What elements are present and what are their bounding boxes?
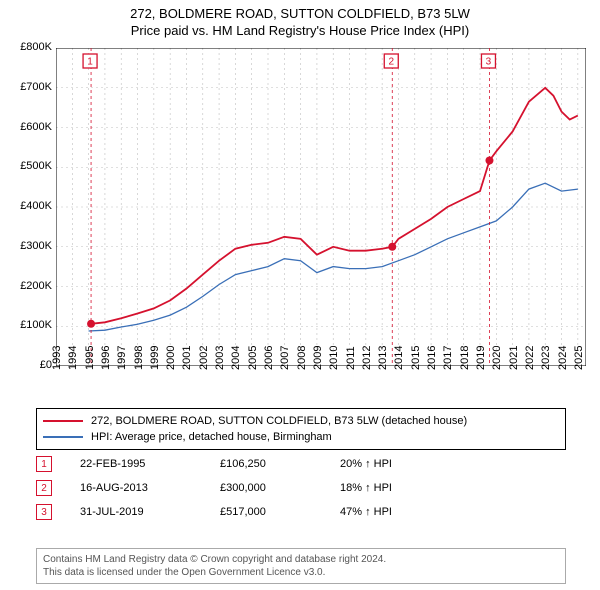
x-tick-label: 2014 bbox=[393, 346, 405, 370]
x-tick-label: 2016 bbox=[426, 346, 438, 370]
x-tick-label: 2010 bbox=[328, 346, 340, 370]
x-tick-label: 2000 bbox=[165, 346, 177, 370]
sale-marker: 1 bbox=[36, 456, 52, 472]
x-tick-label: 1996 bbox=[100, 346, 112, 370]
y-tick-label: £100K bbox=[20, 319, 52, 331]
legend-box: 272, BOLDMERE ROAD, SUTTON COLDFIELD, B7… bbox=[36, 408, 566, 450]
sale-marker: 2 bbox=[36, 480, 52, 496]
x-tick-label: 2024 bbox=[557, 346, 569, 370]
x-tick-label: 2012 bbox=[361, 346, 373, 370]
sale-row: 2 16-AUG-2013£300,00018% ↑ HPI bbox=[36, 476, 566, 500]
svg-text:1: 1 bbox=[87, 57, 93, 68]
x-tick-label: 2020 bbox=[491, 346, 503, 370]
y-tick-label: £400K bbox=[20, 200, 52, 212]
x-tick-label: 2005 bbox=[247, 346, 259, 370]
x-tick-label: 2009 bbox=[312, 346, 324, 370]
x-tick-label: 2019 bbox=[475, 346, 487, 370]
sales-table: 1 22-FEB-1995£106,25020% ↑ HPI 2 16-AUG-201… bbox=[36, 452, 566, 524]
sale-price: £517,000 bbox=[220, 506, 340, 518]
chart-svg: 1 2 3 bbox=[56, 48, 586, 366]
x-tick-label: 1994 bbox=[67, 346, 79, 370]
chart-area: 123 £0£100K£200K£300K£400K£500K£600K£700… bbox=[56, 48, 586, 366]
x-tick-label: 2021 bbox=[508, 346, 520, 370]
sale-pct: 18% ↑ HPI bbox=[340, 482, 460, 494]
x-tick-label: 1993 bbox=[51, 346, 63, 370]
legend-swatch bbox=[43, 420, 83, 422]
y-tick-label: £700K bbox=[20, 81, 52, 93]
y-tick-label: £800K bbox=[20, 41, 52, 53]
title-line2: Price paid vs. HM Land Registry's House … bbox=[0, 23, 600, 38]
footer-note: Contains HM Land Registry data © Crown c… bbox=[36, 548, 566, 584]
x-tick-label: 2002 bbox=[198, 346, 210, 370]
title-line1: 272, BOLDMERE ROAD, SUTTON COLDFIELD, B7… bbox=[0, 6, 600, 21]
sale-row: 1 22-FEB-1995£106,25020% ↑ HPI bbox=[36, 452, 566, 476]
x-tick-label: 1997 bbox=[116, 346, 128, 370]
sale-pct: 47% ↑ HPI bbox=[340, 506, 460, 518]
legend-label: 272, BOLDMERE ROAD, SUTTON COLDFIELD, B7… bbox=[91, 413, 467, 429]
sale-date: 22-FEB-1995 bbox=[80, 458, 220, 470]
x-tick-label: 2022 bbox=[524, 346, 536, 370]
sale-row: 3 31-JUL-2019£517,00047% ↑ HPI bbox=[36, 500, 566, 524]
x-tick-label: 1998 bbox=[133, 346, 145, 370]
x-tick-label: 2013 bbox=[377, 346, 389, 370]
y-tick-label: £200K bbox=[20, 280, 52, 292]
y-tick-label: £600K bbox=[20, 121, 52, 133]
legend-row: 272, BOLDMERE ROAD, SUTTON COLDFIELD, B7… bbox=[43, 413, 559, 429]
legend-swatch bbox=[43, 436, 83, 438]
sale-pct: 20% ↑ HPI bbox=[340, 458, 460, 470]
x-tick-label: 1999 bbox=[149, 346, 161, 370]
legend-row: HPI: Average price, detached house, Birm… bbox=[43, 429, 559, 445]
x-tick-label: 1995 bbox=[84, 346, 96, 370]
x-tick-label: 2004 bbox=[230, 346, 242, 370]
x-tick-label: 2007 bbox=[279, 346, 291, 370]
sale-price: £300,000 bbox=[220, 482, 340, 494]
sale-date: 31-JUL-2019 bbox=[80, 506, 220, 518]
x-tick-label: 2011 bbox=[345, 346, 357, 370]
svg-text:3: 3 bbox=[486, 57, 492, 68]
x-tick-label: 2006 bbox=[263, 346, 275, 370]
chart-title-block: 272, BOLDMERE ROAD, SUTTON COLDFIELD, B7… bbox=[0, 0, 600, 40]
x-tick-label: 2003 bbox=[214, 346, 226, 370]
x-tick-label: 2023 bbox=[540, 346, 552, 370]
x-tick-label: 2015 bbox=[410, 346, 422, 370]
sale-price: £106,250 bbox=[220, 458, 340, 470]
footer-line1: Contains HM Land Registry data © Crown c… bbox=[43, 553, 559, 566]
x-tick-label: 2017 bbox=[442, 346, 454, 370]
sale-date: 16-AUG-2013 bbox=[80, 482, 220, 494]
x-tick-label: 2008 bbox=[296, 346, 308, 370]
x-tick-label: 2001 bbox=[181, 346, 193, 370]
x-tick-label: 2025 bbox=[573, 346, 585, 370]
x-tick-label: 2018 bbox=[459, 346, 471, 370]
y-tick-label: £500K bbox=[20, 160, 52, 172]
svg-text:2: 2 bbox=[388, 57, 394, 68]
legend-label: HPI: Average price, detached house, Birm… bbox=[91, 429, 332, 445]
footer-line2: This data is licensed under the Open Gov… bbox=[43, 566, 559, 579]
sale-marker: 3 bbox=[36, 504, 52, 520]
y-tick-label: £300K bbox=[20, 240, 52, 252]
